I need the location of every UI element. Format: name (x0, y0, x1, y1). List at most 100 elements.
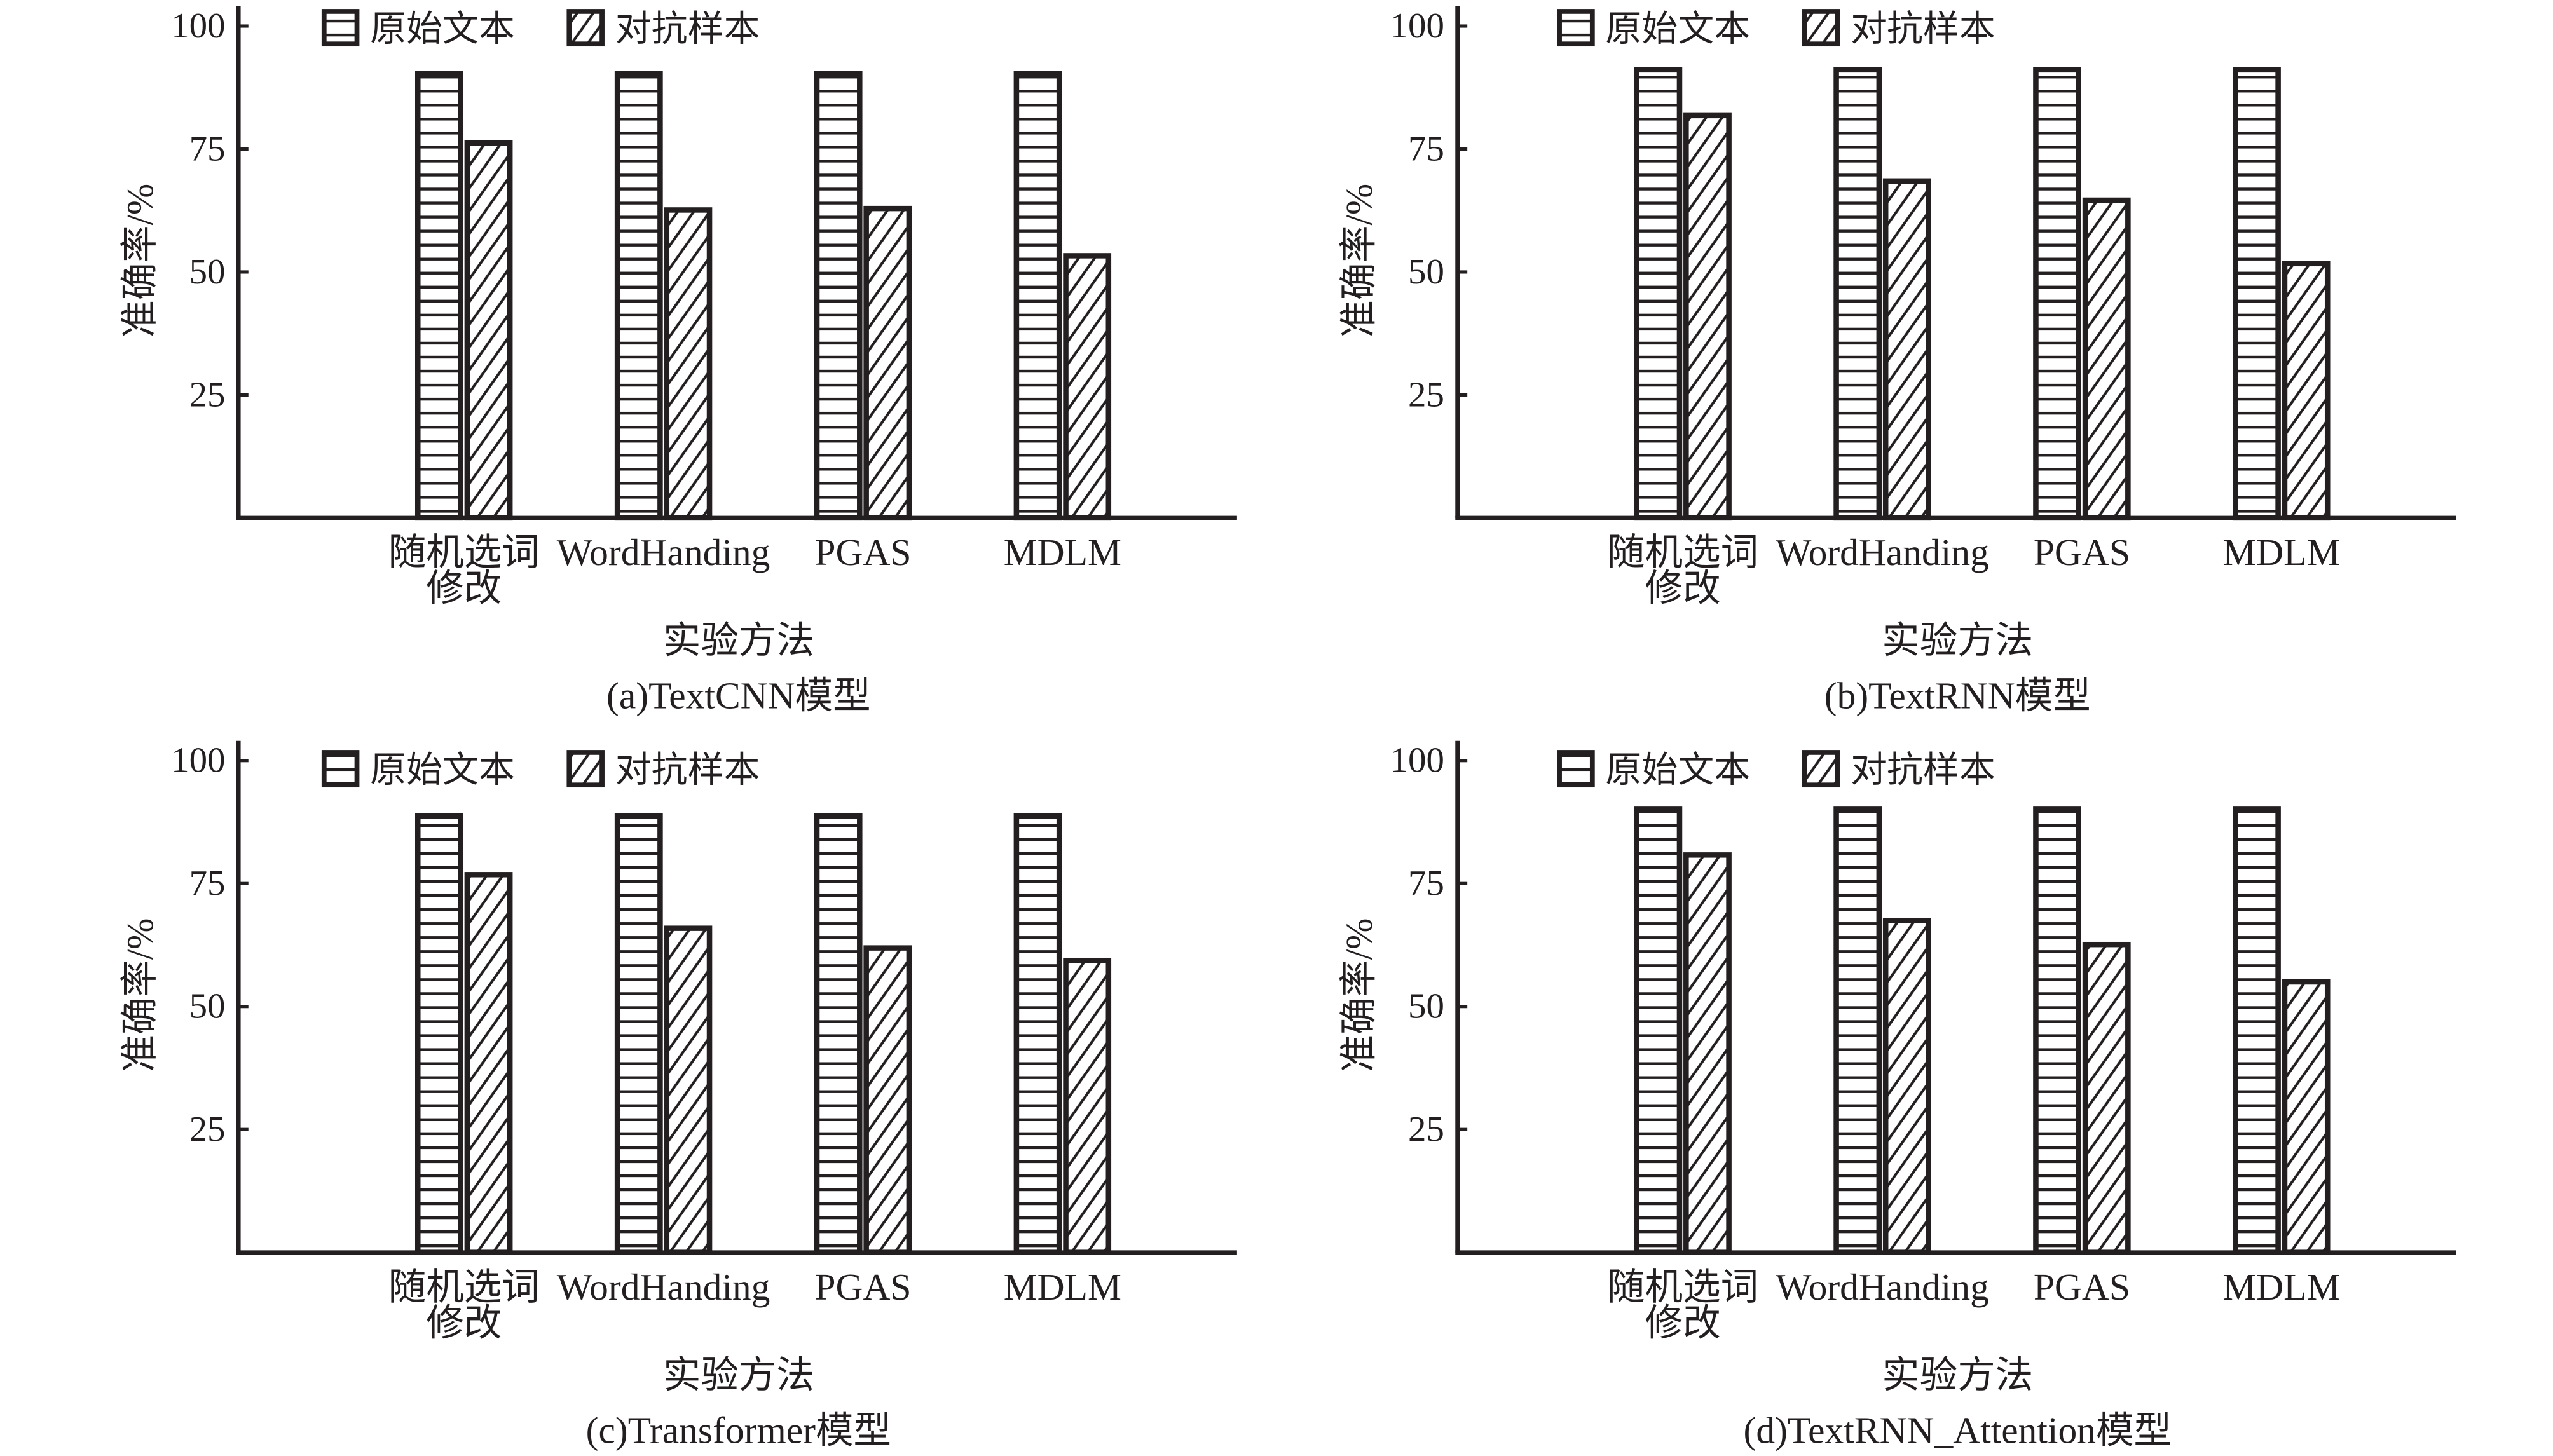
category-label: MDLM (1004, 1266, 1121, 1308)
category-label: WordHanding (1776, 1266, 1989, 1308)
category-label: WordHanding (557, 531, 770, 573)
x-axis-title: 实验方法 (663, 620, 814, 662)
bar-original (1013, 813, 1062, 1255)
legend-item: 对抗样本 (566, 9, 760, 49)
bar-original (1634, 67, 1683, 521)
bar-original (1833, 806, 1882, 1255)
legend-item: 对抗样本 (1802, 750, 1995, 790)
chart-panel: 25 50 75 100 随机选词修改 WordHanding PGAS MDLM 准确率/% 实… (119, 6, 1237, 717)
x-axis-title: 实验方法 (663, 1354, 814, 1396)
y-tick-label: 100 (1390, 741, 1444, 780)
category-label: 随机选词修改 (1607, 531, 1758, 609)
bar-original (614, 813, 663, 1255)
legend-swatch-original (321, 9, 360, 47)
chart-caption: (b)TextRNN模型 (1824, 675, 2091, 717)
legend-swatch-adversarial (566, 9, 605, 47)
category-label: PGAS (2034, 1266, 2130, 1308)
y-axis-title: 准确率/% (119, 184, 161, 337)
chart-panel: 25 50 75 100 随机选词修改 WordHanding PGAS MDLM 准确率/% 实… (1338, 6, 2456, 717)
legend-item: 原始文本 (321, 750, 515, 790)
y-tick-label: 75 (189, 130, 226, 169)
bar-adversarial (1063, 958, 1112, 1255)
bar-adversarial (2282, 979, 2331, 1255)
legend-swatch-original (321, 750, 360, 788)
y-tick-label: 50 (189, 252, 226, 292)
category-label: 随机选词修改 (1607, 1266, 1758, 1344)
bar-original (614, 71, 663, 521)
category-label: MDLM (2222, 531, 2340, 573)
bar-adversarial (464, 872, 513, 1255)
y-tick-label: 75 (1408, 130, 1444, 169)
legend-item: 原始文本 (321, 9, 515, 49)
y-tick-label: 75 (189, 864, 226, 903)
category-label: WordHanding (1776, 531, 1989, 573)
bar-original (2233, 67, 2281, 521)
bar-original (1634, 806, 1683, 1255)
chart-panel: 25 50 75 100 随机选词修改 WordHanding PGAS MDLM 准确率/% 实… (119, 740, 1237, 1452)
bar-adversarial (1882, 178, 1931, 521)
y-tick-label: 100 (171, 741, 225, 780)
y-tick-label: 50 (1408, 987, 1444, 1026)
y-tick-label: 75 (1408, 864, 1444, 903)
chart-panel: 25 50 75 100 随机选词修改 WordHanding PGAS MDLM 准确率/% 实… (1338, 740, 2456, 1452)
category-label: PGAS (2034, 531, 2130, 573)
y-tick-label: 50 (189, 987, 226, 1026)
legend-swatch-original (1557, 9, 1595, 47)
bar-adversarial (863, 945, 912, 1255)
legend-label: 对抗样本 (1851, 10, 1995, 49)
y-tick-label: 25 (189, 376, 226, 415)
legend-swatch-original (1557, 750, 1595, 788)
category-label: 随机选词修改 (388, 531, 540, 609)
bar-original (414, 813, 463, 1255)
legend-item: 对抗样本 (566, 750, 760, 790)
bar-adversarial (2082, 941, 2131, 1255)
legend-label: 原始文本 (370, 751, 515, 790)
y-tick-label: 100 (1390, 6, 1444, 46)
legend-item: 原始文本 (1557, 750, 1751, 790)
legend-label: 对抗样本 (1851, 751, 1995, 790)
legend-label: 原始文本 (1606, 10, 1751, 49)
legend-swatch-adversarial (1802, 750, 1840, 788)
bar-adversarial (664, 207, 713, 521)
chart-caption: (a)TextCNN模型 (606, 675, 871, 717)
bar-adversarial (1683, 112, 1732, 521)
y-axis-title: 准确率/% (119, 918, 161, 1072)
y-tick-label: 25 (1408, 1110, 1444, 1149)
legend-item: 原始文本 (1557, 9, 1751, 49)
category-label: PGAS (814, 1266, 911, 1308)
bar-original (2033, 67, 2081, 521)
bar-adversarial (2282, 261, 2331, 521)
chart-grid: 25 50 75 100 随机选词修改 WordHanding PGAS MDLM 准确率/% 实… (119, 6, 2456, 1451)
bar-original (2033, 806, 2081, 1255)
legend-label: 原始文本 (1606, 751, 1751, 790)
bar-adversarial (1063, 253, 1112, 521)
legend-swatch-adversarial (566, 750, 605, 788)
x-axis-title: 实验方法 (1882, 1354, 2033, 1396)
legend-label: 对抗样本 (615, 751, 760, 790)
category-label: 随机选词修改 (388, 1266, 540, 1344)
legend-label: 原始文本 (370, 10, 515, 49)
y-tick-label: 25 (189, 1110, 226, 1149)
category-label: MDLM (1004, 531, 1121, 573)
bar-adversarial (464, 140, 513, 521)
legend-item: 对抗样本 (1802, 9, 1995, 49)
chart-caption: (c)Transformer模型 (586, 1410, 891, 1452)
x-axis-title: 实验方法 (1882, 620, 2033, 662)
y-axis-title: 准确率/% (1338, 918, 1379, 1072)
y-tick-label: 25 (1408, 376, 1444, 415)
bar-original (814, 813, 863, 1255)
chart-caption: (d)TextRNN_Attention模型 (1744, 1410, 2172, 1452)
bar-original (1013, 71, 1062, 521)
bar-original (1833, 67, 1882, 521)
legend-label: 对抗样本 (615, 10, 760, 49)
bar-original (814, 71, 863, 521)
category-label: PGAS (814, 531, 911, 573)
bar-adversarial (863, 205, 912, 521)
bar-original (2233, 806, 2281, 1255)
bar-adversarial (1683, 852, 1732, 1255)
category-label: MDLM (2222, 1266, 2340, 1308)
y-tick-label: 100 (171, 6, 225, 46)
bar-original (414, 71, 463, 521)
bar-adversarial (1882, 918, 1931, 1255)
